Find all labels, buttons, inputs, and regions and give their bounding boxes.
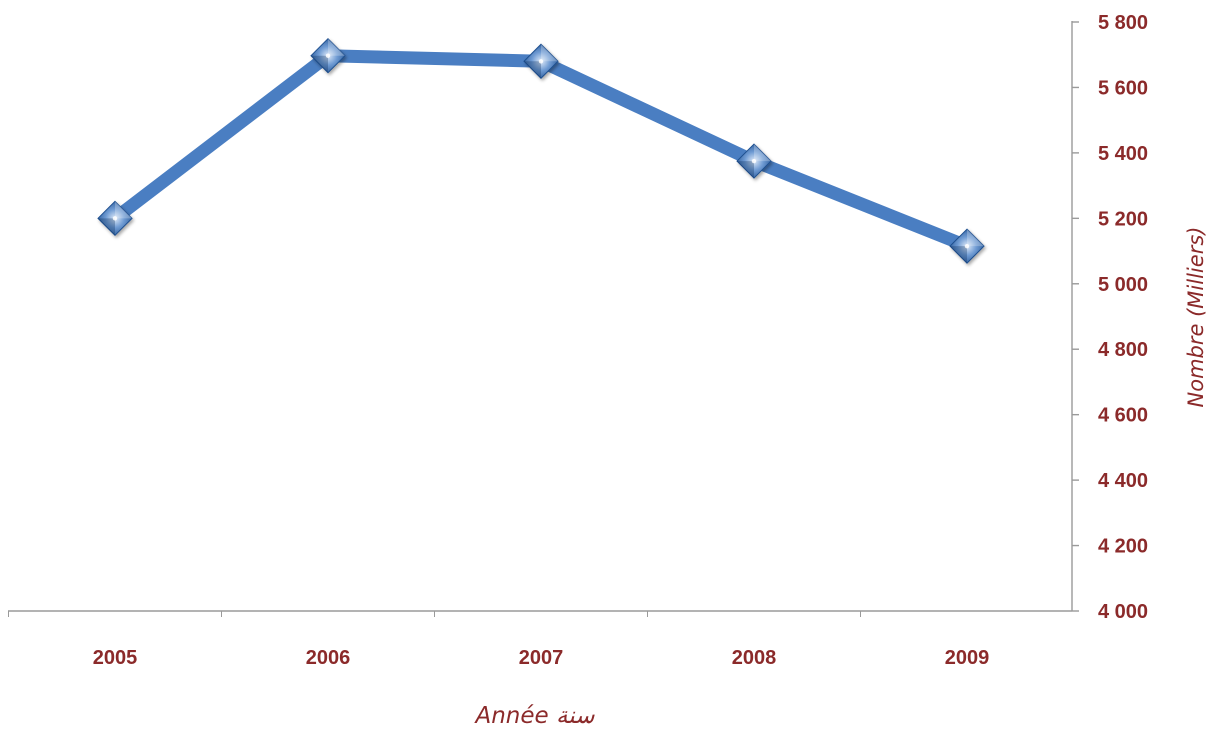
y-axis-title: Nombre (Milliers) (1184, 227, 1208, 408)
y-tick-labels: 4 000 4 200 4 400 4 600 4 800 5 000 5 200 5 400… (1098, 12, 1148, 623)
data-point-marker (523, 43, 559, 79)
y-tick-label: 4 200 (1098, 536, 1148, 558)
gridlines (8, 21, 1072, 547)
y-tick-label: 4 400 (1098, 470, 1148, 492)
x-tick-label: 2007 (519, 647, 564, 669)
data-point-marker (310, 37, 346, 74)
y-tick-label: 5 200 (1098, 208, 1148, 230)
x-tick-labels: 2005 2006 2007 2008 2009 (93, 647, 990, 669)
x-tick-label: 2009 (945, 647, 990, 669)
x-tick-label: 2008 (732, 647, 777, 669)
data-point-marker (97, 200, 133, 237)
x-axis-title: Année سنة (473, 703, 595, 729)
y-tick-label: 4 600 (1098, 405, 1148, 427)
data-point-marker (949, 228, 985, 264)
y-tick-label: 5 400 (1098, 143, 1148, 165)
y-tick-label: 5 800 (1098, 12, 1148, 34)
y-axis (8, 21, 1079, 617)
series-marker-layer (97, 37, 985, 264)
y-tick-label: 5 000 (1098, 274, 1148, 296)
y-tick-label: 4 800 (1098, 339, 1148, 361)
x-tick-label: 2005 (93, 647, 138, 669)
y-tick-label: 4 000 (1098, 601, 1148, 623)
data-point-marker (736, 143, 772, 179)
y-tick-label: 5 600 (1098, 77, 1148, 99)
x-tick-label: 2006 (306, 647, 351, 669)
